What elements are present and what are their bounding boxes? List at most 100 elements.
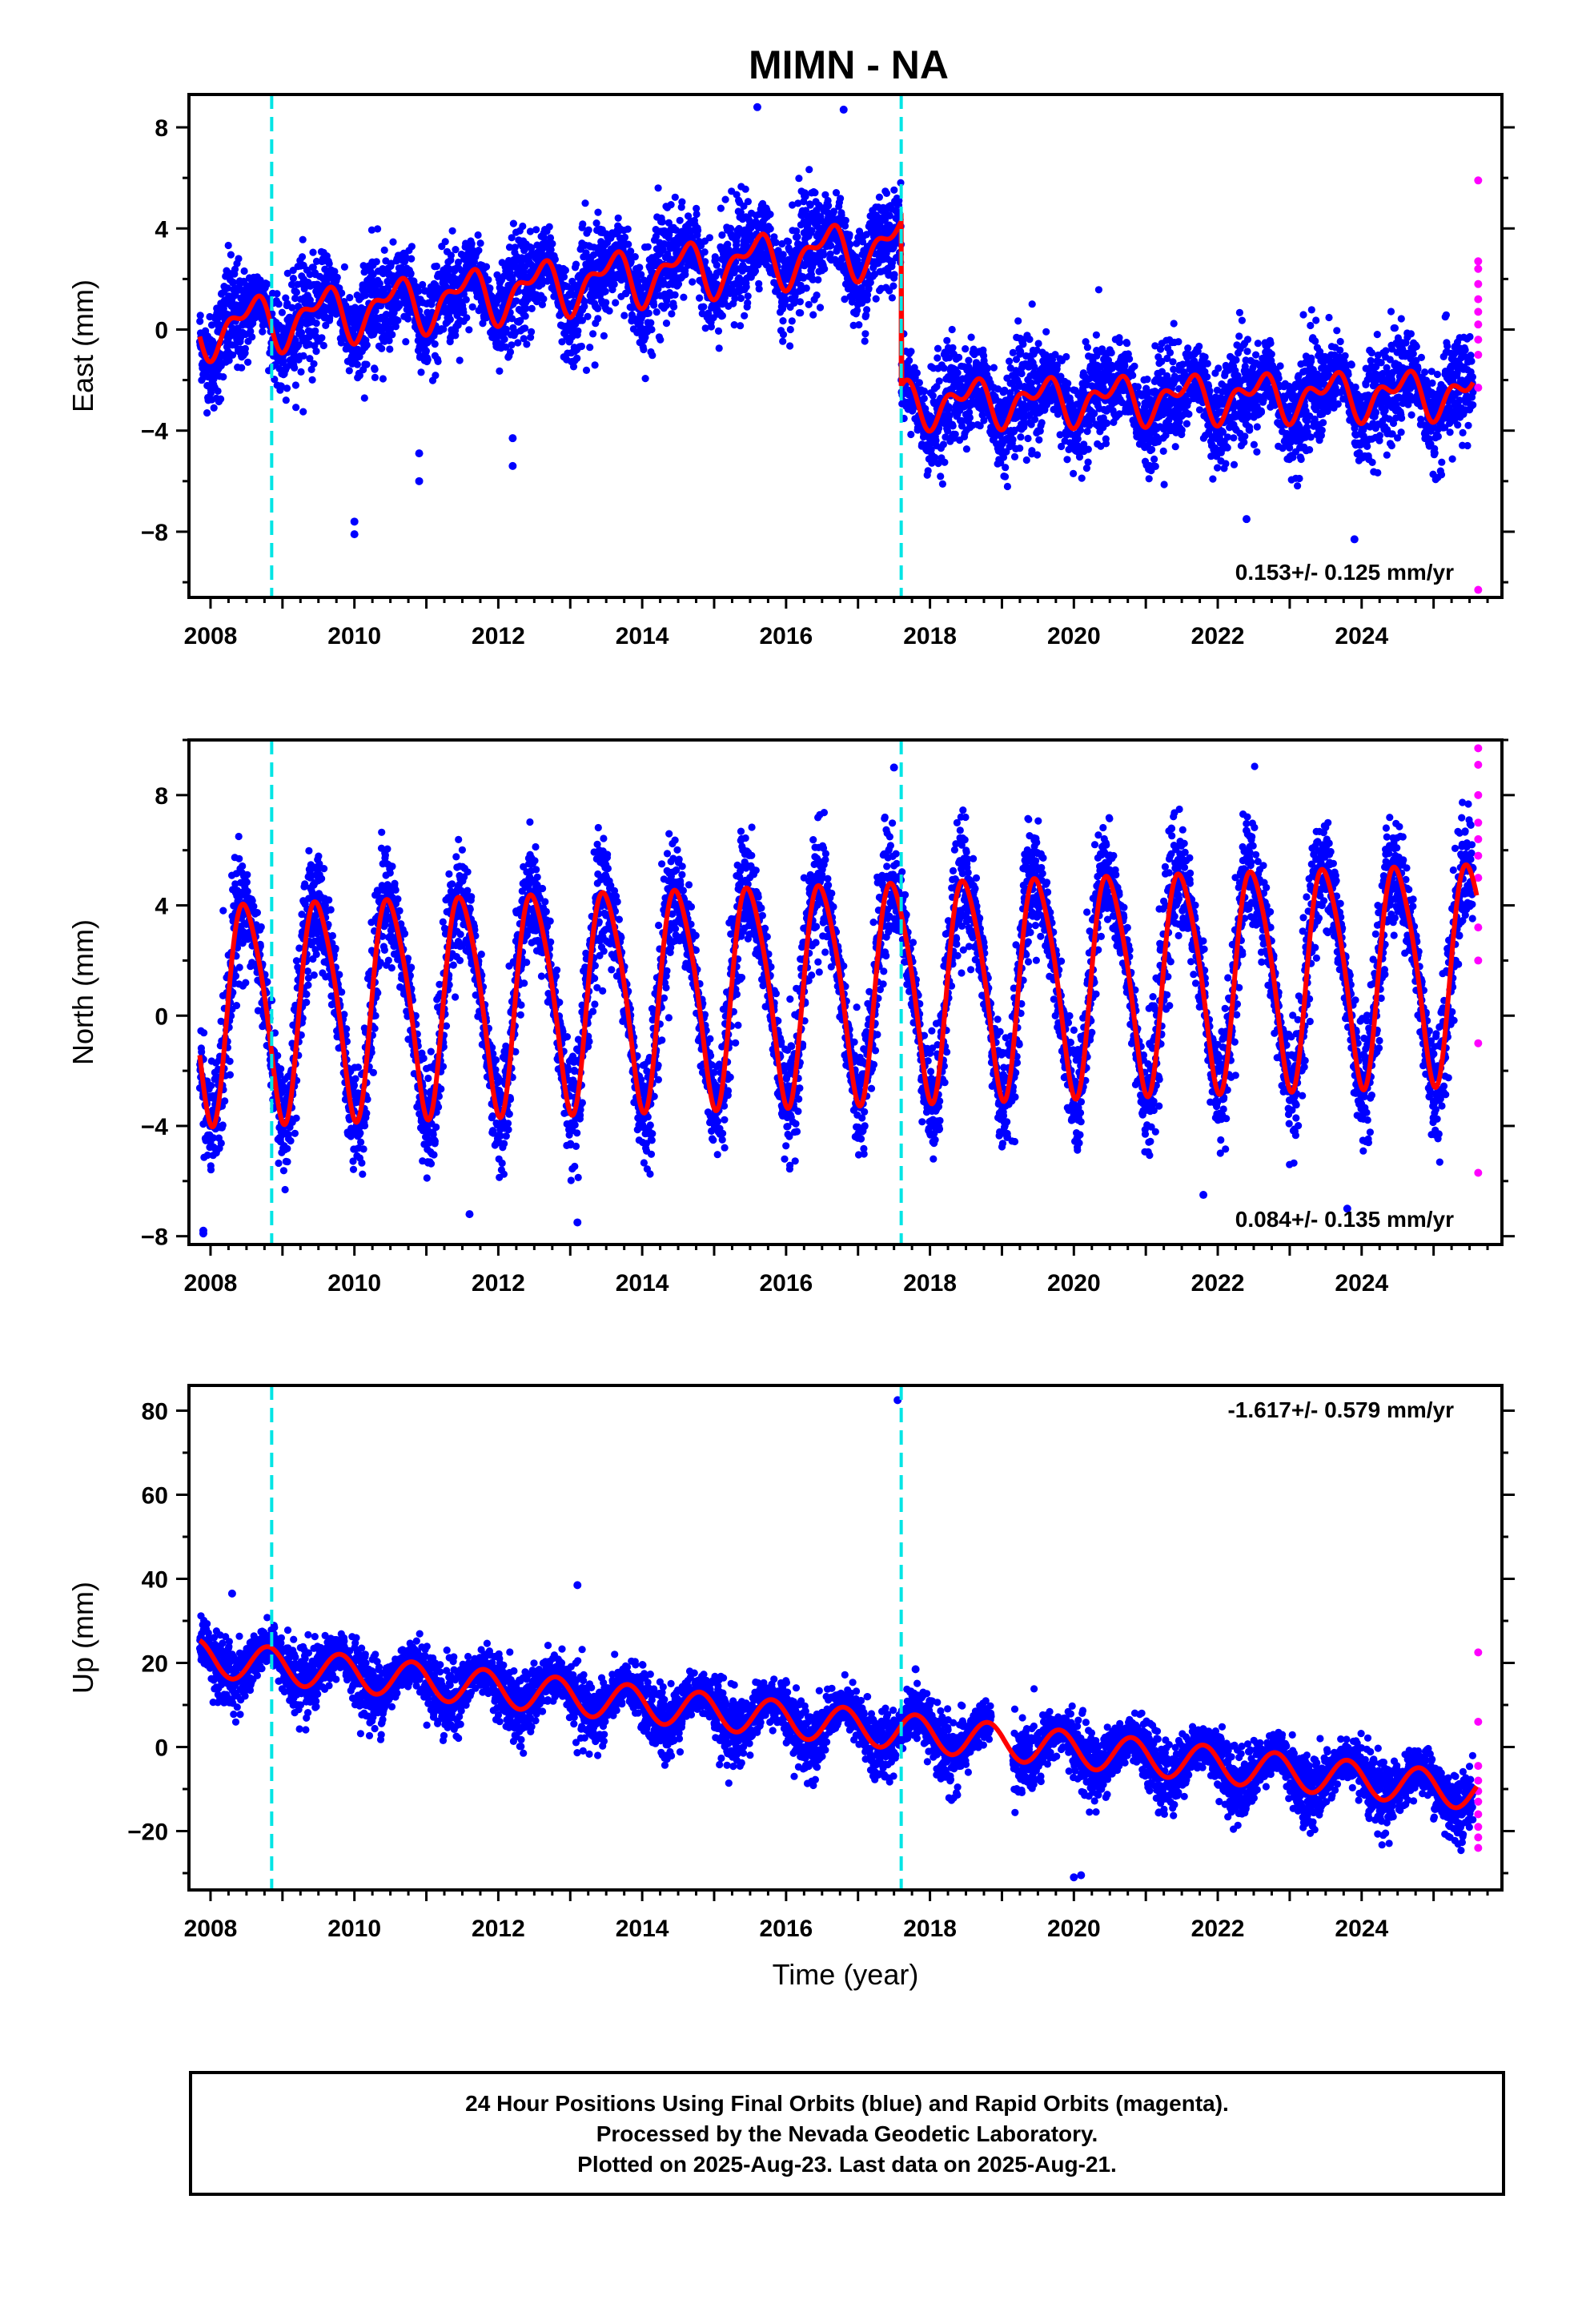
final-orbit-point: [1038, 419, 1046, 427]
final-orbit-point: [299, 408, 307, 416]
final-orbit-point: [779, 317, 787, 325]
final-orbit-point: [441, 238, 449, 246]
final-orbit-point: [668, 310, 676, 318]
final-orbit-point: [340, 263, 348, 271]
final-orbit-point: [1002, 464, 1010, 472]
final-orbit-point: [345, 367, 353, 375]
final-orbit-point: [1078, 474, 1086, 482]
final-orbit-point: [363, 341, 371, 349]
final-orbit-point: [278, 308, 286, 316]
final-orbit-point: [1034, 340, 1042, 348]
final-orbit-point: [584, 226, 592, 234]
final-orbit-point: [244, 358, 252, 366]
final-orbit-point: [309, 263, 317, 271]
final-orbit-point: [408, 243, 416, 251]
final-orbit-point: [363, 360, 371, 368]
final-orbit-point: [299, 352, 307, 360]
final-orbit-point: [940, 364, 948, 372]
final-orbit-point: [319, 341, 327, 350]
final-orbit-point: [841, 216, 849, 224]
final-orbit-point: [641, 375, 649, 383]
east-panel: 2008 2010 2012 2014 2016 2018 2020 2022 2024−8−4…: [66, 93, 1515, 649]
final-orbit-point: [374, 225, 382, 233]
final-orbit-point: [600, 332, 608, 340]
final-orbit-point: [540, 295, 548, 303]
final-orbit-point: [308, 376, 316, 384]
final-orbit-point: [1009, 348, 1017, 356]
final-orbit-point: [312, 348, 320, 356]
final-orbit-point: [1094, 286, 1102, 294]
final-orbit-point: [463, 314, 471, 322]
final-orbit-point: [505, 243, 514, 251]
final-orbit-point: [502, 325, 510, 333]
final-orbit-point: [594, 208, 602, 216]
final-orbit-point: [805, 166, 813, 174]
final-orbit-point: [506, 348, 515, 356]
final-orbit-point: [1123, 340, 1131, 348]
final-orbit-point: [1151, 462, 1159, 471]
final-orbit-point: [475, 247, 483, 255]
final-orbit-point: [1121, 362, 1129, 370]
final-orbit-point: [650, 301, 658, 309]
final-orbit-point: [396, 300, 404, 308]
final-orbit-point: [279, 357, 287, 365]
final-orbit-point: [680, 293, 688, 301]
final-orbit-point: [331, 267, 339, 275]
final-orbit-point: [602, 299, 610, 307]
final-orbit-point: [772, 239, 780, 247]
final-orbit-point: [307, 365, 315, 373]
final-orbit-point: [454, 258, 463, 267]
final-orbit-point: [610, 280, 618, 288]
final-orbit-point: [937, 472, 945, 480]
final-orbit-point: [882, 189, 891, 197]
final-orbit-point: [523, 340, 531, 348]
final-orbit-point: [915, 379, 923, 387]
final-orbit-point: [888, 294, 896, 302]
final-orbit-point: [624, 240, 632, 248]
final-orbit-point: [962, 345, 970, 353]
final-orbit-point: [298, 253, 307, 261]
final-orbit-point: [521, 324, 529, 332]
final-orbit-point: [1171, 443, 1179, 451]
final-orbit-point: [1022, 456, 1030, 464]
final-orbit-point: [502, 343, 510, 351]
final-orbit-point: [422, 347, 431, 355]
final-orbit-point: [1034, 451, 1042, 459]
final-orbit-point: [551, 255, 560, 263]
final-orbit-point: [714, 327, 723, 335]
final-orbit-point: [386, 345, 394, 353]
final-orbit-point: [809, 311, 817, 319]
final-orbit-point: [337, 339, 345, 347]
final-orbit-point: [631, 253, 639, 261]
final-orbit-point: [1062, 352, 1070, 361]
final-orbit-point: [569, 363, 578, 371]
final-orbit-point: [779, 251, 787, 259]
final-orbit-point: [647, 319, 655, 327]
final-orbit-point: [837, 195, 845, 203]
final-orbit-point: [592, 219, 600, 227]
final-orbit-point: [312, 257, 321, 265]
final-orbit-point: [948, 325, 956, 334]
final-orbit-point: [786, 342, 794, 350]
final-orbit-point: [591, 361, 599, 369]
final-orbit-point: [741, 312, 749, 320]
final-orbit-point: [407, 269, 415, 278]
final-orbit-point: [855, 321, 863, 329]
final-orbit-point: [1083, 344, 1091, 352]
final-orbit-point: [863, 306, 871, 314]
final-orbit-point: [353, 360, 361, 368]
final-orbit-point: [379, 375, 387, 383]
final-orbit-point: [417, 368, 425, 376]
final-orbit-point: [388, 331, 396, 339]
final-orbit-point: [355, 372, 363, 380]
final-orbit-point: [241, 344, 249, 352]
final-orbit-point: [404, 315, 412, 323]
final-orbit-point: [905, 356, 913, 364]
final-orbit-point: [465, 326, 473, 334]
final-orbit-point: [312, 320, 320, 328]
final-orbit-point: [496, 367, 504, 375]
final-orbit-point: [920, 387, 929, 396]
final-orbit-point: [508, 234, 516, 242]
final-orbit-point: [1115, 338, 1124, 347]
final-orbit-point: [718, 312, 727, 320]
